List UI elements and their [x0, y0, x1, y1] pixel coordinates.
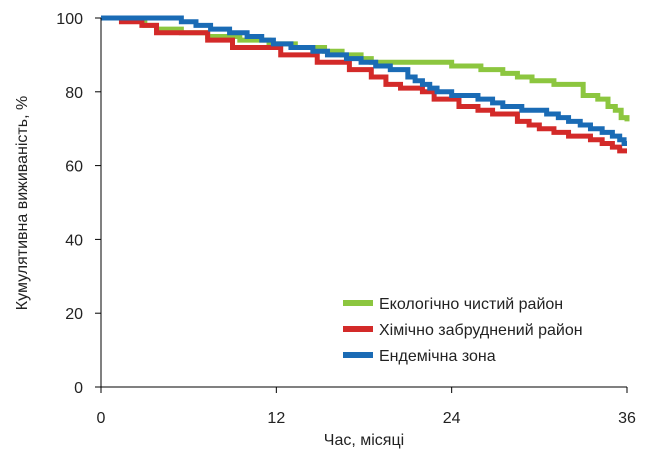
y-tick-label: 80	[65, 85, 83, 102]
x-tick-label: 0	[97, 410, 106, 427]
x-tick-label: 36	[618, 410, 636, 427]
plot-lines	[101, 15, 630, 154]
legend-label-2: Хімічно забруднений район	[379, 322, 583, 339]
x-tick-label: 24	[443, 410, 461, 427]
legend-label-3: Ендемічна зона	[379, 348, 496, 365]
y-tick-label: 60	[65, 159, 83, 176]
y-tick-label: 40	[65, 232, 83, 249]
series-line-2	[101, 15, 627, 154]
x-tick-label: 12	[267, 410, 285, 427]
y-tick-label: 100	[56, 11, 83, 28]
y-tick-label: 0	[74, 380, 83, 397]
axes	[100, 18, 627, 388]
legend: Екологічно чистий район Хімічно забруднен…	[343, 296, 583, 365]
y-axis-title: Кумулятивна виживаність, %	[14, 96, 31, 310]
x-axis-title: Час, місяці	[324, 432, 404, 449]
legend-label-1: Екологічно чистий район	[379, 296, 563, 313]
y-tick-label: 20	[65, 306, 83, 323]
y-ticks: 0 20 40 60 80 100	[56, 11, 101, 397]
x-ticks: 0 12 24 36	[97, 387, 636, 427]
series-line-3	[101, 15, 627, 146]
